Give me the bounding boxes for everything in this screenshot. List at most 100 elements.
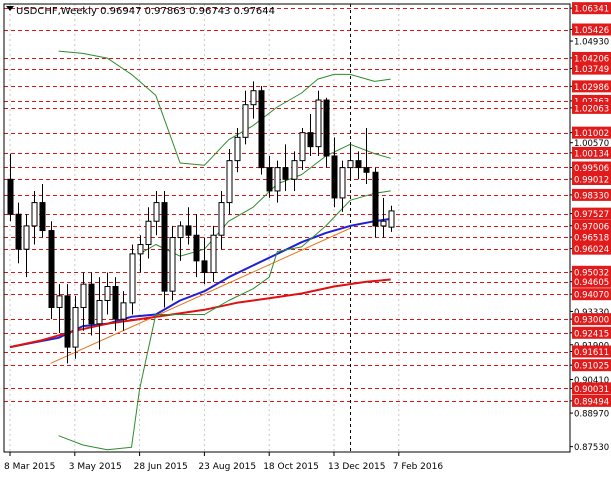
candle[interactable] xyxy=(177,221,184,261)
price-axis-label: 0.97006 xyxy=(574,222,609,232)
candle[interactable] xyxy=(363,128,370,184)
candle[interactable] xyxy=(226,148,233,215)
candle-body-bull xyxy=(56,295,63,308)
candle[interactable] xyxy=(250,81,257,119)
candle[interactable] xyxy=(388,205,395,232)
candle[interactable] xyxy=(266,155,273,198)
candle[interactable] xyxy=(185,207,192,245)
candle[interactable] xyxy=(145,207,152,259)
candle[interactable] xyxy=(96,277,103,350)
collapse-triangle-icon xyxy=(6,6,14,11)
plot-frame xyxy=(3,3,571,453)
candle[interactable] xyxy=(104,272,111,315)
candle[interactable] xyxy=(258,86,265,175)
candle-body-bear xyxy=(39,202,46,232)
candle[interactable] xyxy=(39,183,46,238)
price-label-highlight xyxy=(572,345,611,358)
candle[interactable] xyxy=(48,221,55,320)
price-axis-label: 0.90410 xyxy=(574,376,609,386)
candle[interactable] xyxy=(88,272,95,336)
candles[interactable] xyxy=(7,81,395,364)
candle-body-bear xyxy=(112,286,119,320)
candle-body-bull xyxy=(242,104,249,138)
candle[interactable] xyxy=(201,237,208,285)
candle[interactable] xyxy=(307,114,314,156)
price-label-highlight xyxy=(572,313,611,326)
price-label-highlight xyxy=(572,359,611,372)
candle[interactable] xyxy=(380,197,387,238)
candle-body-bear xyxy=(307,132,314,148)
candle[interactable] xyxy=(331,137,338,208)
candle[interactable] xyxy=(274,160,281,203)
candle[interactable] xyxy=(80,272,87,331)
candle[interactable] xyxy=(193,214,200,278)
candle[interactable] xyxy=(72,295,79,359)
candle[interactable] xyxy=(31,190,38,245)
candle[interactable] xyxy=(7,153,14,222)
candle[interactable] xyxy=(282,144,289,191)
time-axis-label: 8 Mar 2015 xyxy=(4,462,55,472)
candle[interactable] xyxy=(137,235,144,273)
price-axis-label: 1.06341 xyxy=(574,5,609,15)
time-axis-label: 3 May 2015 xyxy=(69,462,122,472)
candle[interactable] xyxy=(291,151,298,191)
candle-body-bear xyxy=(7,178,14,215)
candle[interactable] xyxy=(315,90,322,156)
candle[interactable] xyxy=(56,284,63,334)
price-axis-label: 0.95032 xyxy=(574,268,609,278)
candle-body-bear xyxy=(258,90,265,169)
candle-body-bear xyxy=(15,213,22,250)
price-axis-label: 0.99506 xyxy=(574,164,609,174)
price-label-highlight xyxy=(572,242,611,255)
candle-body-bear xyxy=(363,167,370,173)
price-label-highlight xyxy=(572,2,611,15)
price-label-highlight xyxy=(572,394,611,407)
price-axis-label: 0.87530 xyxy=(574,443,609,453)
candle-body-bull xyxy=(210,234,217,274)
price-label-highlight xyxy=(572,231,611,244)
candle[interactable] xyxy=(347,144,354,180)
price-axis-label: 1.03749 xyxy=(574,65,609,75)
candle[interactable] xyxy=(210,225,217,282)
candle-body-bull xyxy=(339,167,346,199)
price-label-highlight xyxy=(572,382,611,395)
price-axis-label: 1.04930 xyxy=(574,38,609,48)
time-axis-label: 13 Dec 2015 xyxy=(328,462,386,472)
candle-body-bull xyxy=(129,253,136,304)
price-axis-label: 1.01002 xyxy=(574,129,609,139)
price-axis-label: 1.00134 xyxy=(574,149,609,159)
candle-body-bull xyxy=(137,244,144,255)
candle[interactable] xyxy=(242,90,249,145)
candle-body-bear xyxy=(193,234,200,262)
candle-body-bull xyxy=(250,90,257,106)
candle[interactable] xyxy=(339,160,346,212)
candle[interactable] xyxy=(161,190,168,308)
price-axis-label: 0.88970 xyxy=(574,410,609,420)
price-label-highlight xyxy=(572,275,611,288)
candle[interactable] xyxy=(64,284,71,364)
candle[interactable] xyxy=(234,128,241,173)
candle-body-bull xyxy=(291,160,298,180)
candle[interactable] xyxy=(129,244,136,315)
candle[interactable] xyxy=(372,167,379,238)
candle-body-bull xyxy=(153,202,160,222)
candle[interactable] xyxy=(112,277,119,331)
candle[interactable] xyxy=(153,190,160,236)
time-axis: 8 Mar 2015 3 May 2015 28 Jun 2015 23 Aug 20… xyxy=(4,452,443,472)
candle[interactable] xyxy=(169,225,176,301)
price-label-highlight xyxy=(572,288,611,301)
candle[interactable] xyxy=(323,97,330,168)
price-axis-label: 1.05426 xyxy=(574,26,609,36)
price-axis-label: 0.92415 xyxy=(574,329,609,339)
candle[interactable] xyxy=(218,190,225,250)
candle[interactable] xyxy=(120,291,127,331)
candle-body-bull xyxy=(96,299,103,325)
candle[interactable] xyxy=(299,128,306,170)
price-level-lines xyxy=(4,8,570,402)
price-label-highlight xyxy=(572,146,611,159)
candle[interactable] xyxy=(23,214,30,278)
candle[interactable] xyxy=(15,202,22,264)
candle[interactable] xyxy=(355,151,362,180)
